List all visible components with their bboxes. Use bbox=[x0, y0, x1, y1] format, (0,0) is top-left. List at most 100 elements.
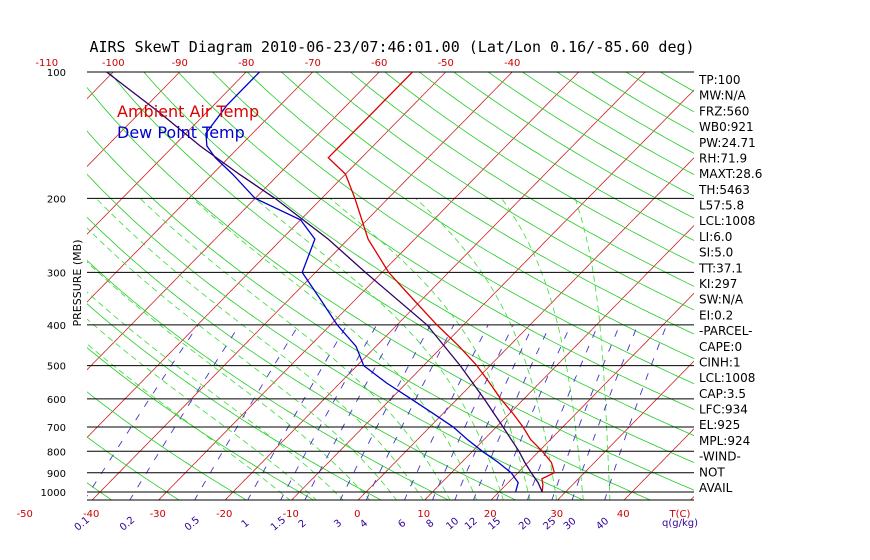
mixing-ratio-line bbox=[454, 324, 534, 500]
legend-ambient: Ambient Air Temp bbox=[117, 102, 259, 121]
dry-adiabat-line bbox=[87, 482, 113, 500]
bottom-temp-tick-label: 10 bbox=[417, 509, 430, 520]
mixing-ratio-line bbox=[551, 324, 621, 500]
pressure-tick-label: 100 bbox=[47, 68, 66, 79]
mixing-ratio-label: 20 bbox=[517, 516, 534, 533]
mixing-ratio-line bbox=[247, 324, 348, 500]
moist-adiabat-line bbox=[574, 198, 611, 500]
isotherm-line bbox=[490, 292, 694, 500]
legend-dewpoint: Dew Point Temp bbox=[117, 123, 245, 142]
dry-adiabat-line bbox=[521, 72, 694, 176]
mixing-ratio-label: 6 bbox=[396, 518, 408, 531]
mixing-ratio-label: 0.5 bbox=[183, 515, 202, 534]
pressure-tick-label: 1000 bbox=[41, 488, 66, 499]
top-temp-tick-label: -50 bbox=[438, 58, 454, 69]
moist-adiabat-line bbox=[415, 198, 558, 500]
index-item: CAPE:0 bbox=[699, 340, 742, 354]
bottom-temp-tick-label: 30 bbox=[550, 509, 563, 520]
moist-adiabat-line bbox=[87, 291, 344, 500]
index-item: MPL:924 bbox=[699, 434, 750, 448]
isobar-lines bbox=[87, 71, 694, 501]
moist-adiabat-line bbox=[95, 198, 424, 500]
mixing-ratio-line bbox=[472, 324, 551, 500]
dry-adiabat-line bbox=[143, 72, 694, 437]
bottom-temp-tick-label: 0 bbox=[354, 509, 360, 520]
index-item: KI:297 bbox=[699, 277, 737, 291]
index-item: MAXT:28.6 bbox=[699, 167, 762, 181]
bottom-temp-tick-label: -20 bbox=[216, 509, 232, 520]
isotherm-line bbox=[87, 72, 114, 100]
moist-adiabat-line bbox=[192, 198, 478, 500]
dry-adiabat-line bbox=[315, 72, 694, 311]
isotherm-line bbox=[357, 157, 694, 500]
pressure-tick-label: 300 bbox=[47, 268, 66, 279]
dry-adiabat-line bbox=[108, 72, 694, 463]
mixing-ratio-line bbox=[604, 324, 668, 500]
isotherm-line bbox=[756, 63, 870, 501]
index-item: WB0:921 bbox=[699, 120, 754, 134]
top-temp-tick-label: -80 bbox=[238, 58, 254, 69]
dry-adiabat-line bbox=[349, 72, 694, 287]
mixing-ratio-line bbox=[194, 324, 300, 500]
index-item: LFC:934 bbox=[699, 403, 748, 417]
parcel-line bbox=[106, 72, 543, 493]
index-item: LI:6.0 bbox=[699, 230, 732, 244]
dry-adiabat-line bbox=[87, 173, 585, 500]
index-item: TT:37.1 bbox=[698, 261, 743, 275]
index-item: TP:100 bbox=[698, 73, 741, 87]
index-item: -PARCEL- bbox=[699, 324, 753, 338]
mixing-ratio-line bbox=[280, 324, 378, 500]
mixing-ratio-label: 1 bbox=[240, 518, 252, 531]
pressure-tick-label: 200 bbox=[47, 194, 66, 205]
isotherm-line bbox=[91, 72, 513, 500]
index-item: EL:925 bbox=[699, 418, 740, 432]
isotherm-line bbox=[557, 360, 694, 500]
isotherm-line bbox=[0, 63, 56, 501]
bottom-temp-tick-label: -30 bbox=[150, 509, 166, 520]
mixing-ratio-line bbox=[496, 324, 572, 500]
mixing-ratio-label: 8 bbox=[424, 518, 436, 531]
index-item: -WIND- bbox=[699, 450, 741, 464]
mixing-ratio-label: 30 bbox=[562, 516, 579, 533]
dry-adiabat-line bbox=[659, 72, 694, 92]
pressure-tick-label: 600 bbox=[47, 395, 66, 406]
dry-adiabat-line bbox=[87, 216, 517, 500]
index-item: AVAIL bbox=[699, 481, 733, 495]
isotherm-line bbox=[87, 72, 447, 439]
y-axis-label: PRESSURE (MB) bbox=[71, 240, 84, 327]
index-item: EI:0.2 bbox=[699, 308, 733, 322]
isotherm-line bbox=[224, 72, 646, 500]
index-item: L57:5.8 bbox=[699, 199, 744, 213]
isotherm-line bbox=[424, 224, 694, 500]
isotherm-line bbox=[158, 72, 580, 500]
mixing-ratio-label: 2 bbox=[297, 518, 309, 531]
dry-adiabat-line bbox=[87, 259, 450, 500]
index-item: SI:5.0 bbox=[699, 246, 733, 260]
bottom-temp-tick-label: 20 bbox=[484, 509, 497, 520]
dry-adiabat-line bbox=[87, 86, 694, 491]
top-temp-tick-label: -90 bbox=[172, 58, 188, 69]
dry-adiabat-line bbox=[87, 436, 180, 500]
mixing-ratio-label: 10 bbox=[444, 516, 461, 533]
moist-adiabat-line bbox=[87, 343, 291, 500]
chart-title: AIRS SkewT Diagram 2010-06-23/07:46:01.0… bbox=[89, 38, 694, 56]
dry-adiabat-line bbox=[487, 72, 694, 197]
bottom-temp-tick-label: -50 bbox=[17, 509, 33, 520]
dry-adiabat-line bbox=[212, 72, 694, 385]
mixing-ratio-label: 12 bbox=[463, 516, 480, 533]
mixing-ratio-line bbox=[403, 324, 489, 500]
dry-adiabat-line bbox=[384, 72, 694, 264]
mixing-ratio-line bbox=[526, 324, 599, 500]
index-item: MW:N/A bbox=[699, 89, 747, 103]
profile-lines bbox=[106, 72, 556, 493]
pressure-tick-label: 800 bbox=[47, 447, 66, 458]
index-item: LCL:1008 bbox=[699, 371, 755, 385]
index-item: RH:71.9 bbox=[699, 151, 747, 165]
moist-adiabat-line bbox=[87, 261, 371, 500]
index-item: FRZ:560 bbox=[699, 104, 749, 118]
bottom-temp-unit: T(C) bbox=[669, 509, 691, 520]
isotherm-line bbox=[291, 89, 694, 500]
moist-adiabat-line bbox=[139, 198, 451, 500]
